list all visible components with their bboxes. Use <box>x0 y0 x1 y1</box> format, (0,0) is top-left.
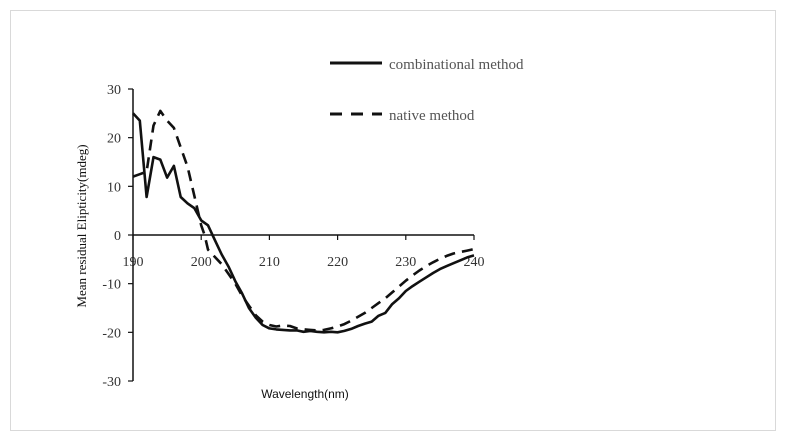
chart-frame <box>10 10 776 431</box>
legend-label-native: native method <box>389 108 475 124</box>
series-line-combinational <box>132 112 475 334</box>
y-tick-label: 10 <box>107 180 121 195</box>
y-tick-label: 0 <box>114 229 121 244</box>
y-tick-label: 30 <box>107 83 121 98</box>
y-axis-ticks: 30 20 10 0 -10 -20 -30 <box>102 83 133 390</box>
x-tick-label: 220 <box>327 255 348 270</box>
x-tick-label: 200 <box>191 255 212 270</box>
y-axis-title: Mean residual Elipticity(mdeg) <box>74 144 89 307</box>
y-tick-label: 20 <box>107 132 121 147</box>
legend-label-combinational: combinational method <box>389 57 524 73</box>
y-tick-label: -10 <box>102 278 121 293</box>
x-tick-label: 240 <box>464 255 485 270</box>
series-layer <box>132 109 475 334</box>
x-tick-label: 210 <box>259 255 280 270</box>
x-tick-label: 230 <box>395 255 416 270</box>
series-line-native <box>132 109 475 332</box>
y-tick-label: -30 <box>102 375 121 390</box>
y-tick-label: -20 <box>102 326 121 341</box>
x-axis-title: Wavelength(nm) <box>261 387 349 401</box>
